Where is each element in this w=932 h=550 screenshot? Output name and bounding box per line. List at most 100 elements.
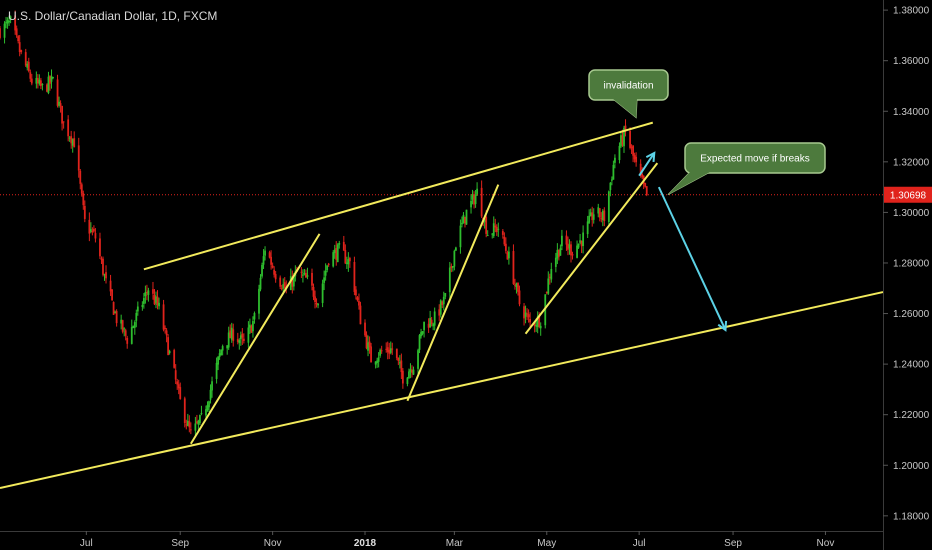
- candle-body: [597, 207, 600, 214]
- candle-body: [217, 356, 219, 365]
- candle-body: [221, 346, 224, 351]
- candle-body: [0, 28, 1, 38]
- candlestick-series: [0, 10, 648, 437]
- candle-body: [121, 320, 124, 332]
- candle-body: [559, 248, 562, 256]
- x-tick-label: Sep: [724, 538, 742, 549]
- candle-body: [70, 136, 73, 144]
- candle-body: [453, 250, 456, 267]
- trendline-leg-1: [189, 233, 321, 445]
- candle-body: [454, 247, 457, 251]
- candle-body: [142, 298, 145, 304]
- candle-body: [262, 256, 265, 265]
- trendline-leg-2: [406, 184, 500, 402]
- candle-body: [168, 351, 171, 354]
- candle-body: [126, 337, 129, 344]
- candle-body: [324, 270, 327, 276]
- candle-body: [391, 348, 394, 350]
- candle-body: [132, 325, 135, 329]
- candle-body: [111, 289, 113, 301]
- candle-body: [380, 350, 383, 352]
- candle-body: [580, 240, 583, 247]
- candle-body: [547, 278, 550, 294]
- y-tick-label: 1.36000: [893, 56, 930, 67]
- x-tick-label: Nov: [817, 538, 835, 549]
- candle-body: [35, 77, 38, 84]
- candle-body: [326, 265, 329, 271]
- callout-group: invalidation Expected move if breaks: [588, 69, 826, 196]
- candle-body: [529, 318, 532, 323]
- candle-body: [239, 335, 242, 340]
- candle-body: [480, 187, 483, 217]
- candle-body: [133, 322, 136, 328]
- candle-body: [206, 404, 209, 411]
- candle-body: [442, 296, 445, 305]
- candle-body: [226, 345, 229, 349]
- candle-body: [302, 274, 304, 276]
- candle-body: [485, 216, 488, 234]
- candle-body: [567, 243, 569, 250]
- candle-body: [258, 288, 260, 314]
- candle-body: [610, 179, 613, 181]
- candle-body: [623, 127, 625, 147]
- y-tick-label: 1.24000: [893, 360, 930, 371]
- candle-body: [385, 348, 388, 350]
- candle-body: [300, 271, 303, 273]
- candle-body: [355, 289, 357, 296]
- trendline-group: [0, 121, 884, 489]
- candle-body: [153, 295, 156, 305]
- candle-body: [539, 325, 542, 329]
- candle-body: [406, 377, 409, 384]
- candle-body: [624, 125, 627, 130]
- candle-body: [211, 381, 213, 391]
- candle-body: [208, 401, 210, 408]
- candle-body: [486, 235, 489, 237]
- candle-body: [461, 222, 463, 225]
- candle-body: [39, 80, 42, 87]
- candle-body: [120, 319, 123, 324]
- candle-body: [417, 350, 419, 369]
- candle-body: [36, 77, 39, 84]
- candle-body: [504, 243, 507, 251]
- candle-body: [586, 221, 589, 235]
- candle-body: [423, 321, 425, 331]
- candle-body: [199, 415, 201, 423]
- candle-body: [632, 145, 634, 156]
- candle-body: [3, 23, 6, 38]
- candle-body: [88, 219, 91, 234]
- candle-body: [492, 223, 495, 237]
- y-axis[interactable]: 1.38000 1.36000 1.34000 1.32000 1.30000 1.280…: [883, 6, 930, 523]
- callout-invalidation-text: invalidation: [603, 81, 653, 92]
- candle-body: [556, 249, 559, 259]
- candle-body: [46, 84, 48, 92]
- candle-body: [345, 262, 348, 264]
- candle-body: [462, 214, 465, 224]
- candle-body: [136, 306, 139, 312]
- candle-body: [283, 282, 286, 289]
- candle-body: [356, 297, 359, 301]
- candle-body: [335, 247, 338, 260]
- candle-body: [538, 315, 541, 327]
- candle-body: [607, 191, 610, 222]
- candle-body: [83, 205, 86, 219]
- x-axis[interactable]: Jul Sep Nov 2018 Mar May Jul Sep Nov: [80, 531, 834, 549]
- candle-body: [368, 341, 371, 348]
- candle-body: [438, 309, 441, 316]
- candle-body: [570, 244, 572, 256]
- candle-body: [232, 329, 235, 341]
- candle-body: [274, 274, 277, 280]
- candle-body: [282, 284, 285, 289]
- candle-body: [464, 216, 466, 224]
- candle-body: [535, 325, 538, 327]
- callout-expected-move-text: Expected move if breaks: [700, 154, 810, 165]
- candle-body: [186, 420, 189, 426]
- candle-body: [249, 324, 251, 328]
- candle-body: [433, 311, 436, 326]
- chart-title: U.S. Dollar/Canadian Dollar, 1D, FXCM: [8, 9, 218, 23]
- candle-body: [427, 323, 430, 328]
- candle-body: [523, 306, 525, 319]
- candle-body: [592, 214, 595, 220]
- candle-body: [448, 267, 451, 293]
- candle-body: [68, 137, 71, 139]
